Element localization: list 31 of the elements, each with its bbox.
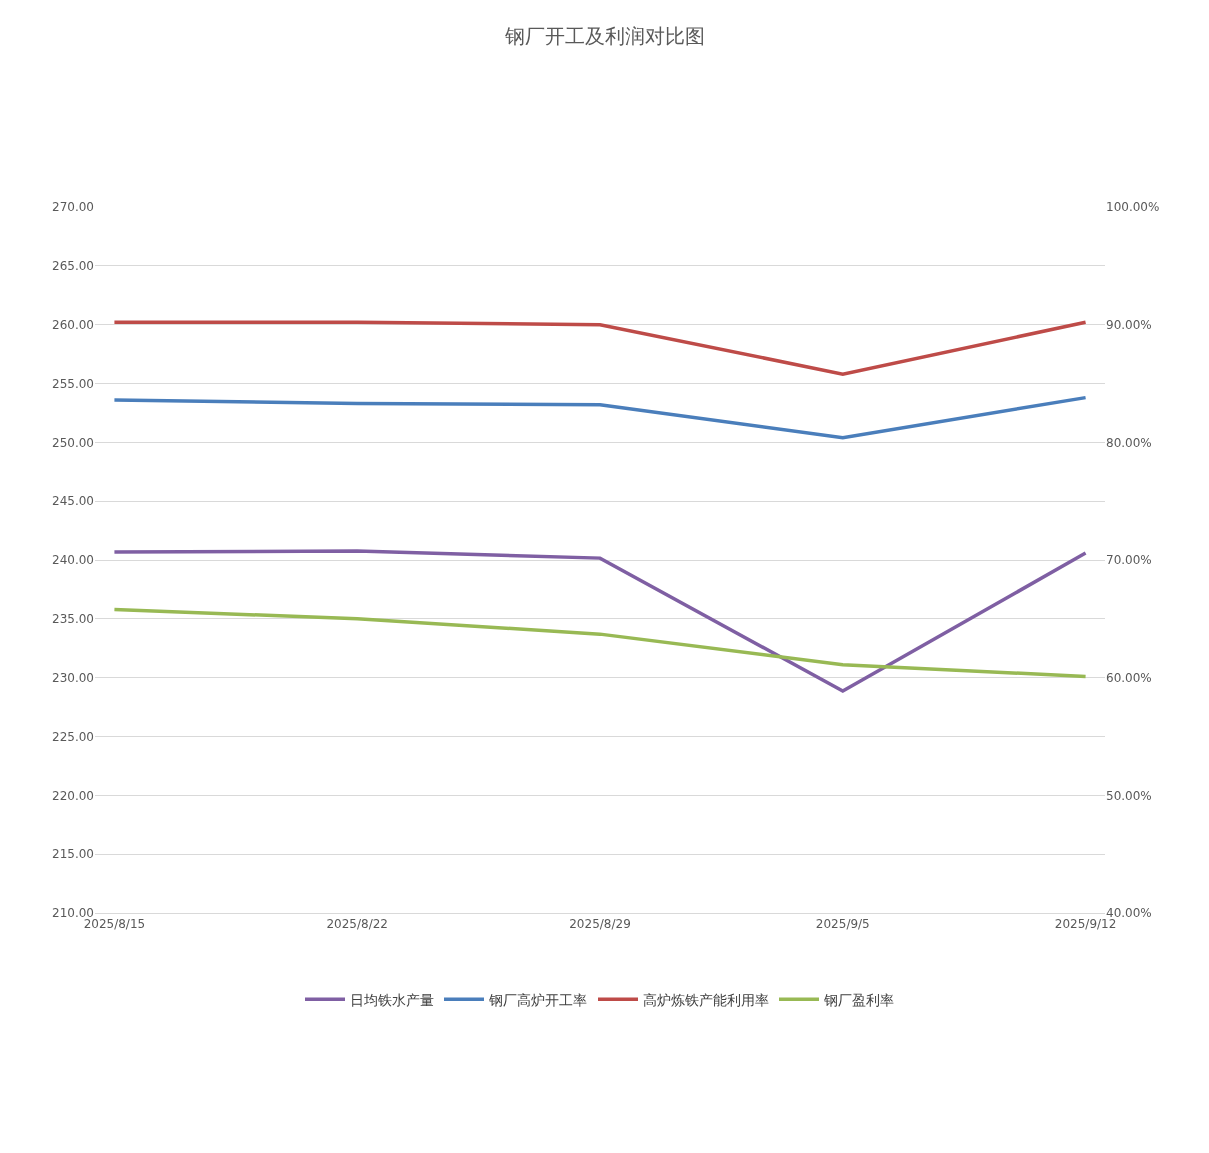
y-tick-label: 270.00 (52, 200, 94, 215)
y2-tick-label: 80.00% (1106, 435, 1152, 450)
line-series (112, 395, 1088, 440)
y-tick-label: 250.00 (52, 435, 94, 450)
line-series (112, 549, 1088, 693)
y-tick-label: 235.00 (52, 612, 94, 627)
chart-title: 钢厂开工及利润对比图 (503, 23, 705, 48)
y-tick-label: 240.00 (52, 553, 94, 568)
y-tick-label: 255.00 (52, 376, 94, 391)
y2-tick-label: 70.00% (1106, 553, 1152, 568)
x-tick-label: 2025/8/22 (326, 917, 388, 932)
x-tick-label: 2025/9/12 (1054, 917, 1117, 932)
y2-tick-label: 50.00% (1106, 788, 1152, 803)
x-tick-label: 2025/9/5 (815, 917, 870, 932)
y-tick-label: 265.00 (52, 259, 94, 274)
y2-tick-label: 100.00% (1106, 200, 1160, 215)
x-tick-label: 2025/8/29 (569, 917, 631, 932)
x-tick-label: 2025/8/15 (83, 917, 146, 932)
y-tick-label: 220.00 (52, 788, 94, 803)
y-tick-label: 245.00 (52, 494, 94, 509)
y2-tick-label: 60.00% (1106, 670, 1152, 685)
line-series (112, 607, 1088, 679)
legend-label: 钢厂高炉开工率 (488, 991, 587, 1008)
y2-tick-label: 90.00% (1106, 317, 1152, 332)
y-tick-label: 260.00 (52, 317, 94, 332)
y-tick-label: 225.00 (52, 729, 94, 744)
legend-label: 日均铁水产量 (350, 991, 434, 1008)
legend-label: 高炉炼铁产能利用率 (643, 991, 769, 1008)
legend-label: 钢厂盈利率 (823, 991, 894, 1008)
y-tick-label: 215.00 (52, 847, 94, 862)
y-tick-label: 230.00 (52, 670, 94, 685)
